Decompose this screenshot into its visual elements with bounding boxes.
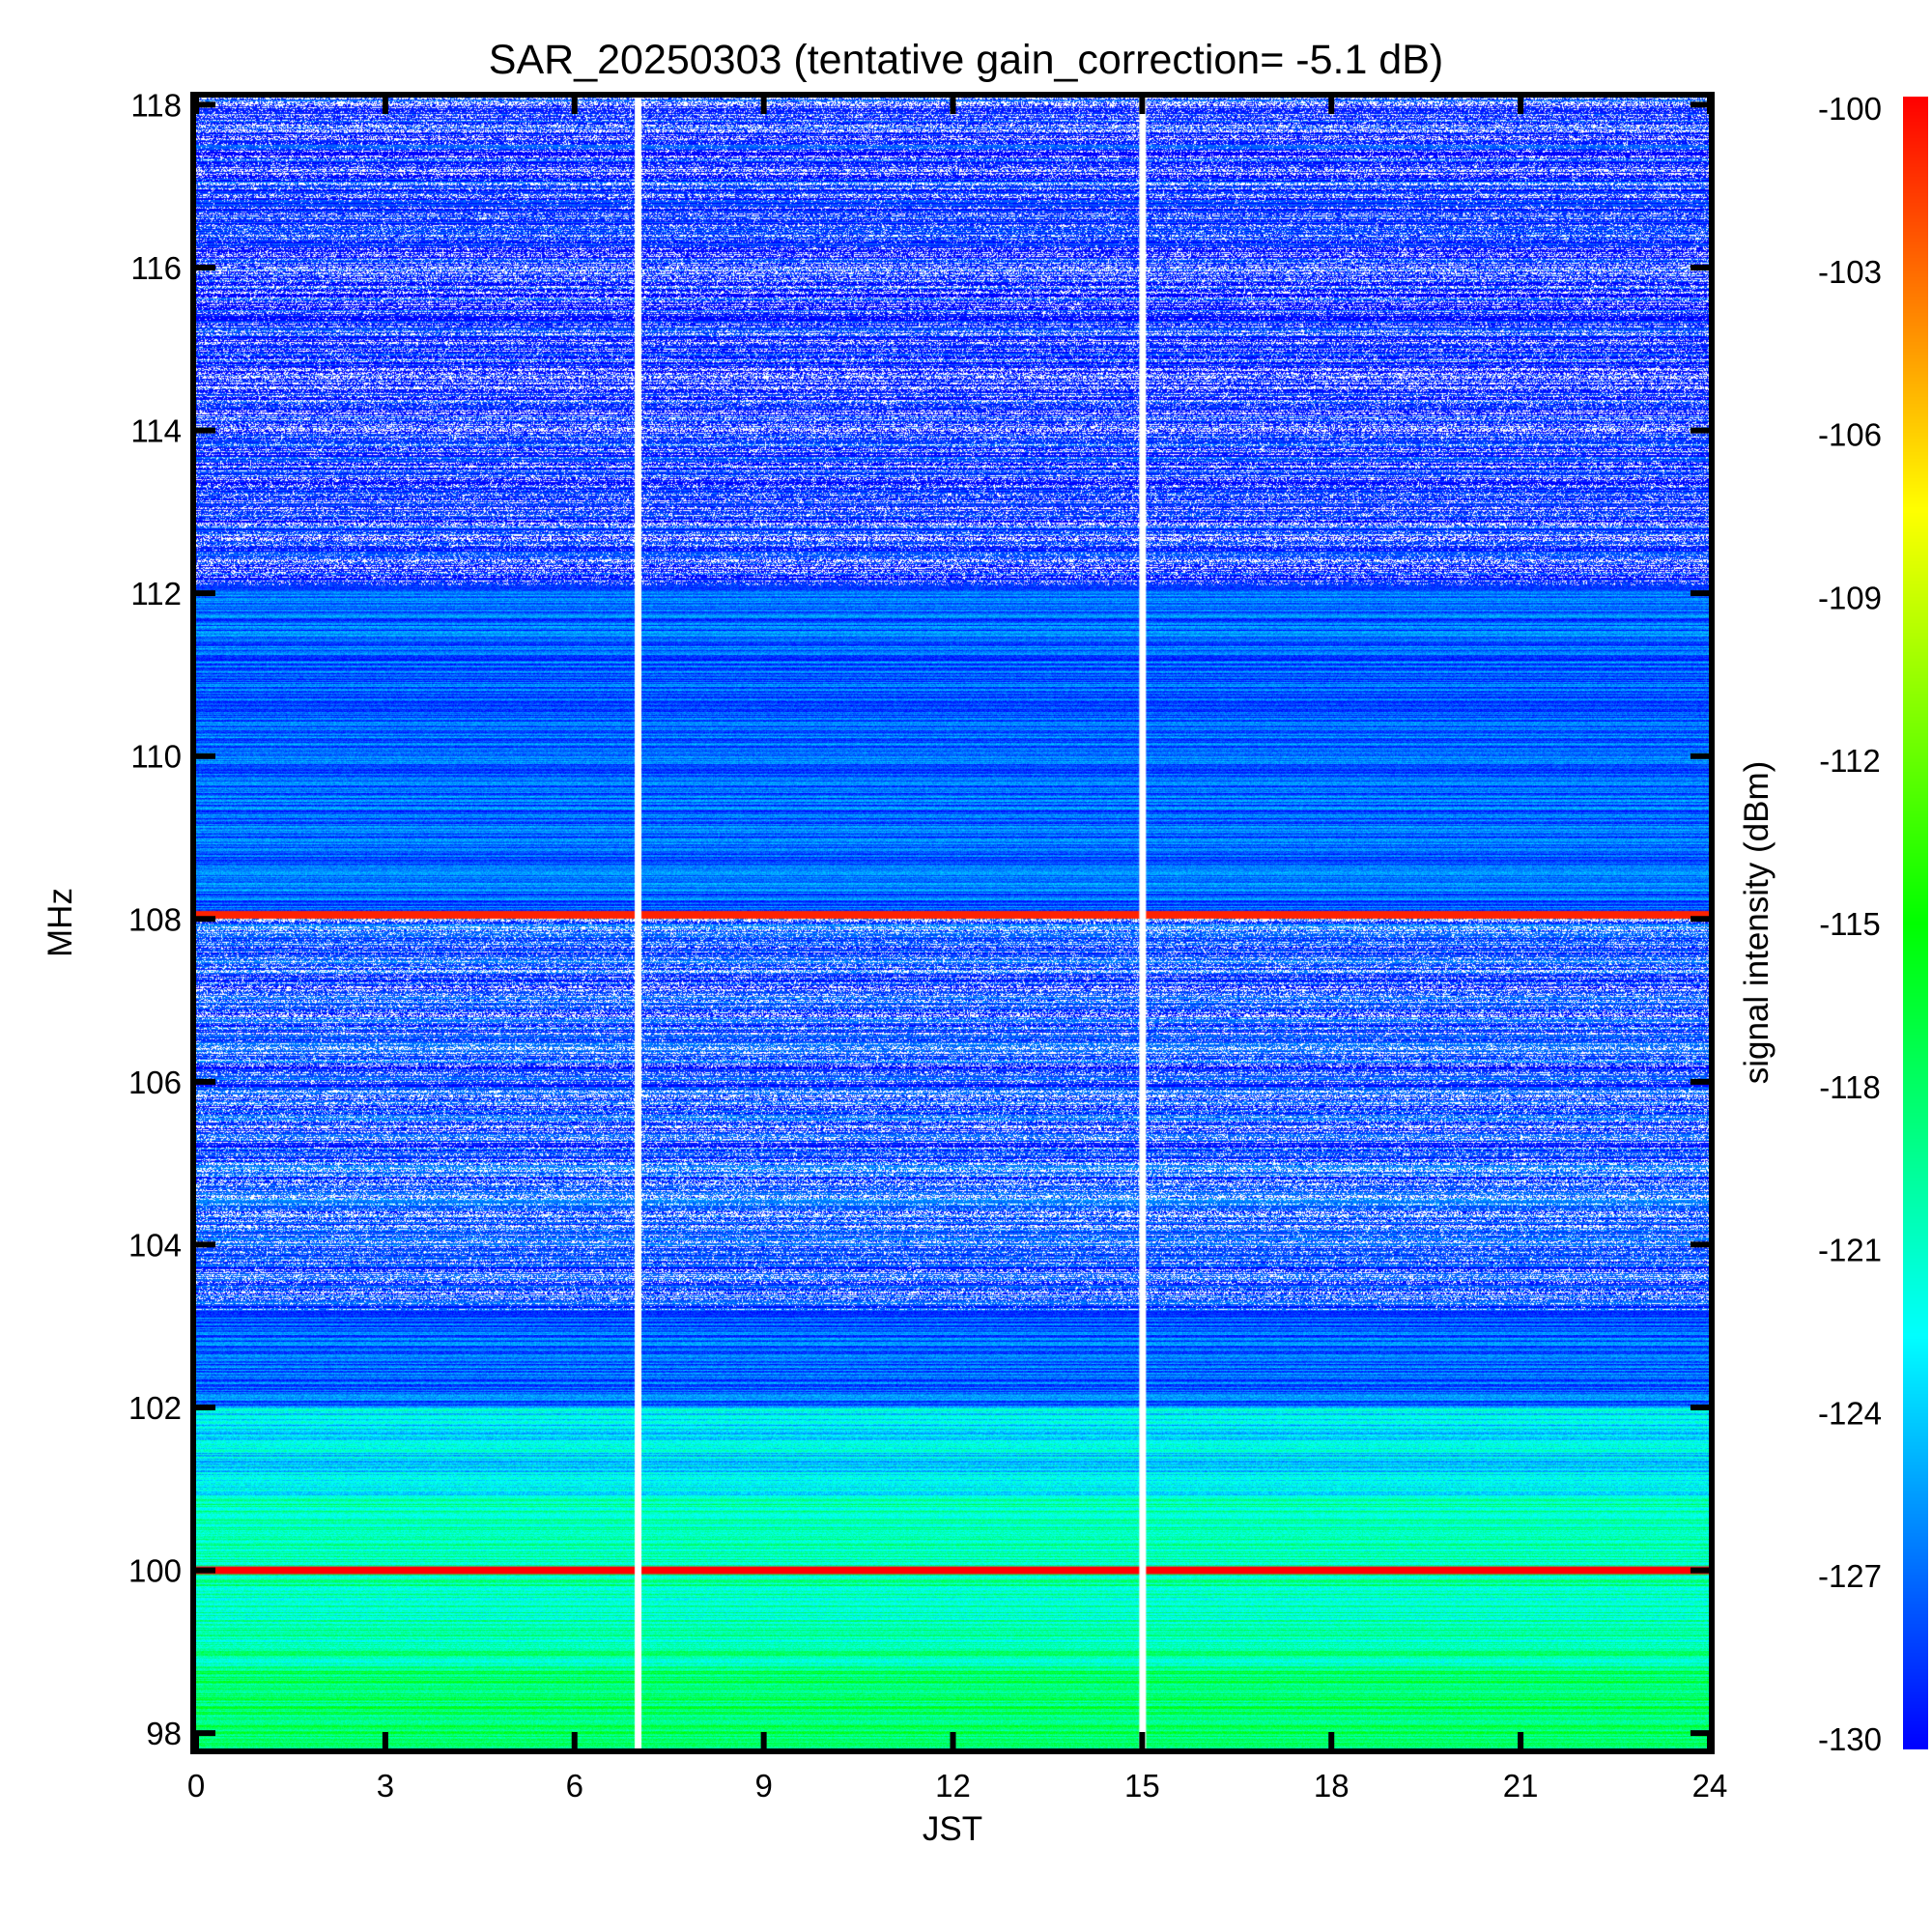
colorbar-tick-label: -124 — [1818, 1395, 1882, 1431]
colorbar-tick-label: -130 — [1818, 1721, 1882, 1757]
colorbar-tick-label: -103 — [1818, 254, 1882, 290]
x-axis-ticks: 0 3 6 9 12 15 18 21 24 — [187, 95, 1728, 1804]
y-tick-label: 116 — [130, 250, 182, 286]
x-tick-label: 9 — [754, 1768, 772, 1804]
y-tick-label: 104 — [128, 1227, 182, 1263]
y-tick-label: 112 — [130, 576, 182, 611]
y-axis-ticks: 98 100 102 104 106 108 110 112 114 116 118 — [128, 87, 1713, 1751]
y-axis-label: MHz — [42, 888, 79, 957]
x-tick-label: 0 — [187, 1768, 205, 1804]
x-tick-label: 15 — [1124, 1768, 1160, 1804]
chart-title: SAR_20250303 (tentative gain_correction=… — [489, 37, 1443, 83]
x-tick-label: 24 — [1692, 1768, 1728, 1804]
colorbar-ticks: -100 -103 -106 -109 -112 -115 -118 -121 -124 -127… — [1818, 91, 1882, 1757]
colorbar-tick-label: -112 — [1819, 743, 1881, 779]
spectrogram-heatmap — [196, 97, 1710, 1749]
colorbar-tick-label: -121 — [1818, 1233, 1882, 1268]
y-tick-label: 106 — [128, 1065, 182, 1100]
y-tick-label: 114 — [130, 413, 182, 449]
colorbar-tick-label: -106 — [1818, 417, 1882, 453]
colorbar-tick-label: -115 — [1819, 906, 1881, 942]
x-tick-label: 3 — [377, 1768, 394, 1804]
x-tick-label: 18 — [1314, 1768, 1350, 1804]
colorbar-tick-label: -100 — [1818, 91, 1882, 127]
colorbar-tick-label: -118 — [1819, 1069, 1881, 1105]
colorbar — [1903, 97, 1928, 1749]
y-tick-label: 108 — [128, 901, 182, 937]
x-tick-label: 21 — [1503, 1768, 1539, 1804]
y-tick-label: 98 — [146, 1716, 182, 1751]
x-tick-label: 12 — [935, 1768, 971, 1804]
x-axis-label: JST — [923, 1810, 982, 1848]
y-tick-label: 100 — [128, 1553, 182, 1589]
y-tick-label: 110 — [130, 739, 182, 775]
y-tick-label: 118 — [130, 87, 182, 123]
plot-frame — [190, 92, 1715, 1754]
colorbar-label: signal intensity (dBm) — [1738, 761, 1776, 1085]
colorbar-tick-label: -109 — [1818, 580, 1882, 615]
y-tick-label: 102 — [128, 1390, 182, 1426]
colorbar-tick-label: -127 — [1818, 1558, 1882, 1594]
x-tick-label: 6 — [566, 1768, 583, 1804]
